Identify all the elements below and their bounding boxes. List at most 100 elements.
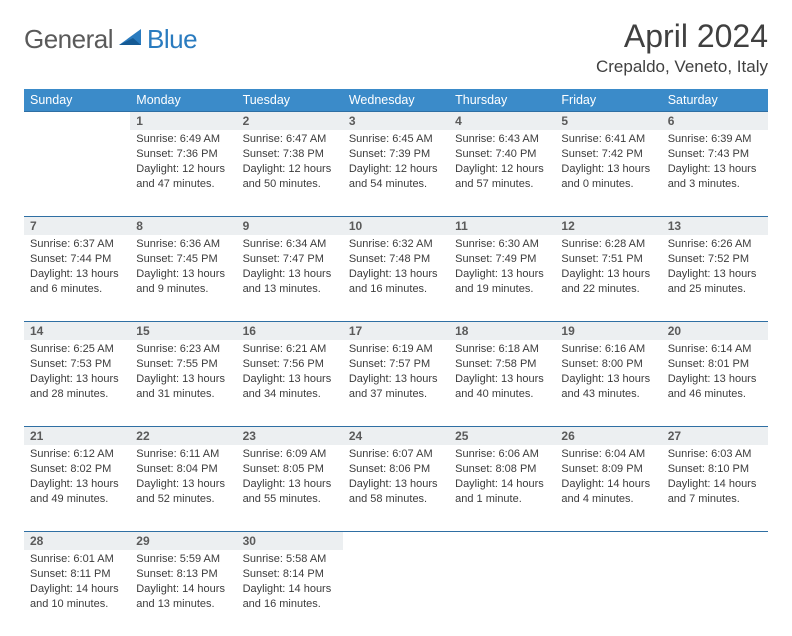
weekday-header-row: SundayMondayTuesdayWednesdayThursdayFrid… (24, 89, 768, 111)
calendar-week-body: Sunrise: 6:49 AMSunset: 7:36 PMDaylight:… (24, 130, 768, 216)
calendar-cell: Sunrise: 6:07 AMSunset: 8:06 PMDaylight:… (343, 445, 449, 531)
day-number: 18 (449, 321, 555, 340)
day-number: 14 (24, 321, 130, 340)
day-number: 27 (662, 426, 768, 445)
day-details: Sunrise: 6:41 AMSunset: 7:42 PMDaylight:… (555, 130, 661, 195)
day-number: 10 (343, 216, 449, 235)
day-details: Sunrise: 6:07 AMSunset: 8:06 PMDaylight:… (343, 445, 449, 510)
weekday-header: Thursday (449, 89, 555, 111)
day-details: Sunrise: 6:37 AMSunset: 7:44 PMDaylight:… (24, 235, 130, 300)
page-subtitle: Crepaldo, Veneto, Italy (596, 57, 768, 77)
weekday-header: Wednesday (343, 89, 449, 111)
day-number: 17 (343, 321, 449, 340)
calendar-cell: Sunrise: 6:39 AMSunset: 7:43 PMDaylight:… (662, 130, 768, 216)
calendar-table: SundayMondayTuesdayWednesdayThursdayFrid… (24, 89, 768, 636)
day-number: 19 (555, 321, 661, 340)
day-number-empty (24, 111, 130, 130)
day-number: 2 (237, 111, 343, 130)
day-details: Sunrise: 6:43 AMSunset: 7:40 PMDaylight:… (449, 130, 555, 195)
calendar-week-daynums: 21222324252627 (24, 426, 768, 445)
day-number: 22 (130, 426, 236, 445)
calendar-cell: Sunrise: 6:01 AMSunset: 8:11 PMDaylight:… (24, 550, 130, 636)
day-number: 28 (24, 531, 130, 550)
weekday-header: Monday (130, 89, 236, 111)
day-details: Sunrise: 6:26 AMSunset: 7:52 PMDaylight:… (662, 235, 768, 300)
day-details: Sunrise: 6:19 AMSunset: 7:57 PMDaylight:… (343, 340, 449, 405)
day-details: Sunrise: 6:45 AMSunset: 7:39 PMDaylight:… (343, 130, 449, 195)
day-number: 29 (130, 531, 236, 550)
calendar-cell (555, 550, 661, 636)
calendar-cell: Sunrise: 6:32 AMSunset: 7:48 PMDaylight:… (343, 235, 449, 321)
calendar-week-body: Sunrise: 6:37 AMSunset: 7:44 PMDaylight:… (24, 235, 768, 321)
day-details: Sunrise: 5:59 AMSunset: 8:13 PMDaylight:… (130, 550, 236, 615)
day-details: Sunrise: 6:18 AMSunset: 7:58 PMDaylight:… (449, 340, 555, 405)
calendar-cell: Sunrise: 6:19 AMSunset: 7:57 PMDaylight:… (343, 340, 449, 426)
day-details: Sunrise: 6:47 AMSunset: 7:38 PMDaylight:… (237, 130, 343, 195)
calendar-cell: Sunrise: 6:36 AMSunset: 7:45 PMDaylight:… (130, 235, 236, 321)
calendar-cell: Sunrise: 6:41 AMSunset: 7:42 PMDaylight:… (555, 130, 661, 216)
day-number: 16 (237, 321, 343, 340)
weekday-header: Friday (555, 89, 661, 111)
day-details: Sunrise: 6:36 AMSunset: 7:45 PMDaylight:… (130, 235, 236, 300)
calendar-cell: Sunrise: 6:14 AMSunset: 8:01 PMDaylight:… (662, 340, 768, 426)
calendar-cell: Sunrise: 6:45 AMSunset: 7:39 PMDaylight:… (343, 130, 449, 216)
day-number: 24 (343, 426, 449, 445)
calendar-cell: Sunrise: 6:26 AMSunset: 7:52 PMDaylight:… (662, 235, 768, 321)
calendar-cell: Sunrise: 6:09 AMSunset: 8:05 PMDaylight:… (237, 445, 343, 531)
calendar-cell: Sunrise: 6:28 AMSunset: 7:51 PMDaylight:… (555, 235, 661, 321)
day-details: Sunrise: 6:04 AMSunset: 8:09 PMDaylight:… (555, 445, 661, 510)
day-number: 8 (130, 216, 236, 235)
day-details: Sunrise: 6:06 AMSunset: 8:08 PMDaylight:… (449, 445, 555, 510)
day-details: Sunrise: 6:16 AMSunset: 8:00 PMDaylight:… (555, 340, 661, 405)
weekday-header: Tuesday (237, 89, 343, 111)
calendar-cell (449, 550, 555, 636)
calendar-cell: Sunrise: 6:30 AMSunset: 7:49 PMDaylight:… (449, 235, 555, 321)
page-title: April 2024 (596, 18, 768, 55)
logo-text-general: General (24, 24, 113, 55)
day-number-empty (449, 531, 555, 550)
day-number: 11 (449, 216, 555, 235)
day-number: 7 (24, 216, 130, 235)
calendar-week-daynums: 123456 (24, 111, 768, 130)
calendar-cell: Sunrise: 6:43 AMSunset: 7:40 PMDaylight:… (449, 130, 555, 216)
calendar-week-body: Sunrise: 6:01 AMSunset: 8:11 PMDaylight:… (24, 550, 768, 636)
day-details: Sunrise: 6:09 AMSunset: 8:05 PMDaylight:… (237, 445, 343, 510)
weekday-header: Sunday (24, 89, 130, 111)
day-details: Sunrise: 6:39 AMSunset: 7:43 PMDaylight:… (662, 130, 768, 195)
day-details: Sunrise: 6:21 AMSunset: 7:56 PMDaylight:… (237, 340, 343, 405)
day-number: 6 (662, 111, 768, 130)
day-details: Sunrise: 6:23 AMSunset: 7:55 PMDaylight:… (130, 340, 236, 405)
calendar-cell: Sunrise: 6:34 AMSunset: 7:47 PMDaylight:… (237, 235, 343, 321)
day-number-empty (555, 531, 661, 550)
calendar-cell: Sunrise: 6:49 AMSunset: 7:36 PMDaylight:… (130, 130, 236, 216)
day-details: Sunrise: 6:30 AMSunset: 7:49 PMDaylight:… (449, 235, 555, 300)
day-number: 20 (662, 321, 768, 340)
calendar-cell: Sunrise: 6:18 AMSunset: 7:58 PMDaylight:… (449, 340, 555, 426)
calendar-cell: Sunrise: 6:23 AMSunset: 7:55 PMDaylight:… (130, 340, 236, 426)
day-details: Sunrise: 6:25 AMSunset: 7:53 PMDaylight:… (24, 340, 130, 405)
calendar-cell: Sunrise: 6:04 AMSunset: 8:09 PMDaylight:… (555, 445, 661, 531)
calendar-cell: Sunrise: 6:06 AMSunset: 8:08 PMDaylight:… (449, 445, 555, 531)
calendar-cell (662, 550, 768, 636)
calendar-week-body: Sunrise: 6:12 AMSunset: 8:02 PMDaylight:… (24, 445, 768, 531)
day-details: Sunrise: 6:01 AMSunset: 8:11 PMDaylight:… (24, 550, 130, 615)
day-details: Sunrise: 6:14 AMSunset: 8:01 PMDaylight:… (662, 340, 768, 405)
day-number: 23 (237, 426, 343, 445)
calendar-week-daynums: 282930 (24, 531, 768, 550)
day-details: Sunrise: 6:49 AMSunset: 7:36 PMDaylight:… (130, 130, 236, 195)
day-number: 30 (237, 531, 343, 550)
day-details: Sunrise: 6:03 AMSunset: 8:10 PMDaylight:… (662, 445, 768, 510)
day-number: 3 (343, 111, 449, 130)
day-number-empty (662, 531, 768, 550)
day-number: 9 (237, 216, 343, 235)
day-number: 15 (130, 321, 236, 340)
calendar-week-body: Sunrise: 6:25 AMSunset: 7:53 PMDaylight:… (24, 340, 768, 426)
calendar-cell (24, 130, 130, 216)
weekday-header: Saturday (662, 89, 768, 111)
day-details: Sunrise: 5:58 AMSunset: 8:14 PMDaylight:… (237, 550, 343, 615)
header: General Blue April 2024 Crepaldo, Veneto… (24, 18, 768, 77)
day-number: 26 (555, 426, 661, 445)
calendar-cell: Sunrise: 6:37 AMSunset: 7:44 PMDaylight:… (24, 235, 130, 321)
day-details: Sunrise: 6:28 AMSunset: 7:51 PMDaylight:… (555, 235, 661, 300)
day-number: 1 (130, 111, 236, 130)
